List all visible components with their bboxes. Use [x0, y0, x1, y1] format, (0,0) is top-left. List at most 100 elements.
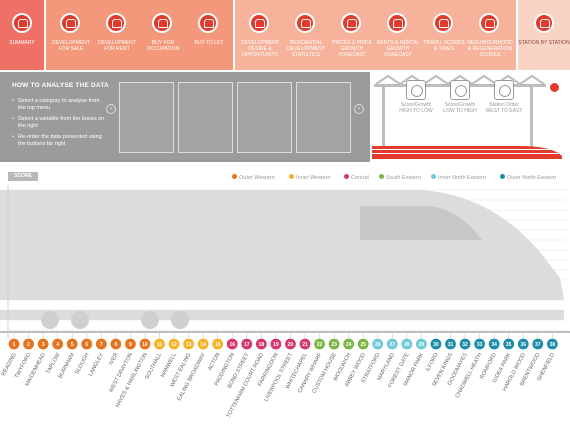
- legend-item[interactable]: Outer North Eastern: [500, 174, 556, 181]
- station-marker[interactable]: 15 ACTON: [207, 333, 224, 372]
- station-number-circle: [372, 338, 384, 350]
- sort-high-to-low-label: Score/Growth HIGH TO LOW: [399, 102, 433, 114]
- station-number: 18: [259, 342, 265, 348]
- station-number-circle: [503, 338, 515, 350]
- nav-analysis-item[interactable]: PRICES & PRICE GROWTH FORECAST: [329, 0, 375, 70]
- station-number: 29: [419, 342, 425, 348]
- station-marker[interactable]: 6 SLOUGH: [74, 333, 93, 375]
- legend-item[interactable]: South Eastern: [379, 174, 421, 181]
- station-number-circle: [416, 338, 427, 350]
- top-nav: SUMMARY DEVELOPMENT FOR SALE DEVELOPMENT …: [0, 0, 570, 70]
- chevron-left-icon: ‹: [110, 106, 112, 112]
- legend-item[interactable]: Inner Western: [289, 174, 330, 181]
- legend-dot-icon: [431, 174, 436, 179]
- nav-buying-label: BUY FOR OCCUPATION: [146, 40, 180, 52]
- station-number: 17: [244, 342, 250, 348]
- station-number: 11: [157, 342, 163, 348]
- station-number-circle: [299, 338, 311, 350]
- variable-slot-2[interactable]: [178, 82, 233, 153]
- scroll-left-button[interactable]: ‹: [106, 104, 116, 114]
- station-marker[interactable]: 7 LANGLEY: [88, 333, 107, 377]
- sort-up-icon: [450, 80, 470, 100]
- info-panel: HOW TO ANALYSE THE DATA Select a categor…: [0, 72, 370, 162]
- station-number: 19: [273, 342, 279, 348]
- train-icon: [60, 13, 80, 33]
- variable-slot-3[interactable]: [237, 82, 292, 153]
- sort-west-to-east-button[interactable]: Station Order WEST TO EAST: [483, 80, 525, 120]
- nav-analysis-item[interactable]: RESIDENTIAL DEVELOPMENT STATISTICS: [283, 0, 329, 70]
- nav-analysis-label: RESIDENTIAL DEVELOPMENT STATISTICS: [287, 40, 325, 58]
- station-name-label: LANGLEY: [88, 352, 105, 378]
- nav-buying-label: DEVELOPMENT FOR RENT: [98, 40, 136, 52]
- train-icon: [387, 13, 407, 33]
- station-number-circle: [328, 338, 340, 350]
- station-name-label: EALING BROADWAY: [177, 352, 207, 402]
- sort-low-to-high-button[interactable]: Score/Growth LOW TO HIGH: [439, 80, 481, 120]
- order-panel: Score/Growth HIGH TO LOW Score/Growth LO…: [370, 72, 570, 162]
- clock-icon[interactable]: [550, 83, 559, 92]
- sort-low-to-high-label: Score/Growth LOW TO HIGH: [443, 102, 477, 114]
- station-number: 4: [56, 342, 59, 348]
- station-number-circle: [66, 338, 78, 350]
- station-name-label: ILFORD: [425, 352, 440, 373]
- nav-buying-item[interactable]: DEVELOPMENT FOR SALE: [48, 0, 94, 70]
- nav-analysis-label: DEVELOPMENT DESIRE & OPPORTUNITY: [241, 40, 279, 58]
- legend-item[interactable]: Inner North Eastern: [431, 174, 486, 181]
- station-number-circle: [95, 338, 107, 350]
- station-number-circle: [139, 338, 151, 350]
- station-number: 5: [71, 342, 74, 348]
- station-number: 26: [375, 342, 381, 348]
- station-number-circle: [474, 338, 485, 350]
- nav-analysis-item[interactable]: TRAVEL SCORES & TIMES: [421, 0, 467, 70]
- station-number-circle: [183, 338, 195, 350]
- station-number-circle: [226, 338, 238, 350]
- nav-analysis-label: RENTS & RENTAL GROWTH FORECAST: [376, 40, 420, 58]
- nav-analysis-item[interactable]: RENTS & RENTAL GROWTH FORECAST: [375, 0, 421, 70]
- sort-high-to-low-button[interactable]: Score/Growth HIGH TO LOW: [395, 80, 437, 120]
- nav-buying-item[interactable]: BUY TO LET: [186, 0, 232, 70]
- station-number: 23: [331, 342, 337, 348]
- station-number: 31: [448, 342, 454, 348]
- train-silhouette: [0, 190, 570, 333]
- station-number: 14: [200, 342, 206, 348]
- station-number: 6: [85, 342, 88, 348]
- station-axis: 1READING2TWYFORD3MAIDENHEAD4TAPLOW5BURNH…: [1, 333, 558, 419]
- nav-buying-item[interactable]: DEVELOPMENT FOR RENT: [94, 0, 140, 70]
- legend-item[interactable]: Central: [344, 174, 369, 181]
- train-icon: [433, 13, 453, 33]
- legend-label: Outer North Eastern: [507, 175, 557, 181]
- nav-buying-item[interactable]: BUY FOR OCCUPATION: [140, 0, 186, 70]
- legend-label: Outer Western: [239, 175, 275, 181]
- train-icon: [106, 13, 126, 33]
- nav-analysis-item[interactable]: NEIGHBOURHOOD & REGENERATION SCORES: [467, 0, 513, 70]
- nav-summary[interactable]: SUMMARY: [0, 0, 44, 70]
- station-number-circle: [343, 338, 355, 350]
- station-score-chart: 1READING2TWYFORD3MAIDENHEAD4TAPLOW5BURNH…: [0, 185, 570, 419]
- station-number: 37: [535, 342, 541, 348]
- train-icon: [534, 13, 554, 33]
- station-number-circle: [546, 338, 558, 350]
- train-icon: [479, 13, 499, 33]
- scroll-right-button[interactable]: ›: [354, 104, 364, 114]
- station-number: 36: [520, 342, 526, 348]
- station-number: 9: [129, 342, 132, 348]
- variable-slot-1[interactable]: [119, 82, 174, 153]
- station-number-circle: [154, 338, 165, 350]
- nav-analysis-item[interactable]: DEVELOPMENT DESIRE & OPPORTUNITY: [237, 0, 283, 70]
- instruction-2: Select a variable from the boxes on the …: [12, 116, 107, 130]
- legend-label: Inner North Eastern: [438, 175, 486, 181]
- station-marker[interactable]: 8 IVER: [108, 333, 122, 366]
- red-train-icon: [372, 146, 562, 159]
- nav-station-by-station[interactable]: STATION BY STATION: [518, 0, 570, 70]
- station-number-circle: [285, 338, 296, 350]
- station-number: 24: [346, 342, 352, 348]
- station-number-circle: [255, 338, 267, 350]
- legend-label: Central: [351, 175, 369, 181]
- chart-legend: Outer Western Inner Western Central South E…: [0, 174, 570, 184]
- variable-slot-4[interactable]: [296, 82, 351, 153]
- nav-buying-label: BUY TO LET: [194, 40, 224, 46]
- station-marker[interactable]: 30 ILFORD: [425, 333, 442, 373]
- legend-item[interactable]: Outer Western: [232, 174, 275, 181]
- train-icon: [12, 13, 32, 33]
